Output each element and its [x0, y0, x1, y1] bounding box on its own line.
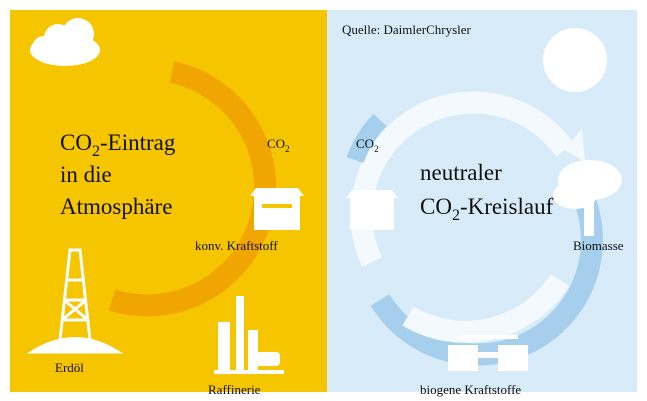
right-title: neutraler	[420, 160, 502, 185]
tree-icon	[553, 160, 622, 236]
cloud	[30, 18, 100, 66]
cycle-arc-bottom	[402, 273, 570, 343]
label: Raffinerie	[208, 382, 261, 397]
tank-icon	[448, 335, 528, 371]
arrow	[565, 128, 585, 162]
left-title-line: in die	[60, 162, 112, 187]
label: Biomasse	[573, 238, 624, 253]
factory-icon	[250, 188, 304, 230]
sun	[543, 28, 607, 92]
left-title: CO2-Eintrag	[60, 130, 176, 160]
label: konv. Kraftstoff	[195, 238, 278, 253]
source: Quelle: DaimlerChrysler	[342, 22, 472, 37]
right-title: CO2-Kreislauf	[420, 194, 554, 224]
cycle-arc-left	[346, 113, 387, 164]
co2-label: CO2	[356, 136, 379, 154]
co2-label: CO2	[267, 136, 290, 154]
left-title-line: Atmosphäre	[60, 194, 172, 219]
oil-rig-icon	[26, 248, 124, 354]
refinery-icon	[214, 296, 284, 374]
factory-icon-right	[346, 190, 398, 230]
label: Erdöl	[55, 360, 84, 375]
label: biogene Kraftstoffe	[420, 382, 521, 397]
